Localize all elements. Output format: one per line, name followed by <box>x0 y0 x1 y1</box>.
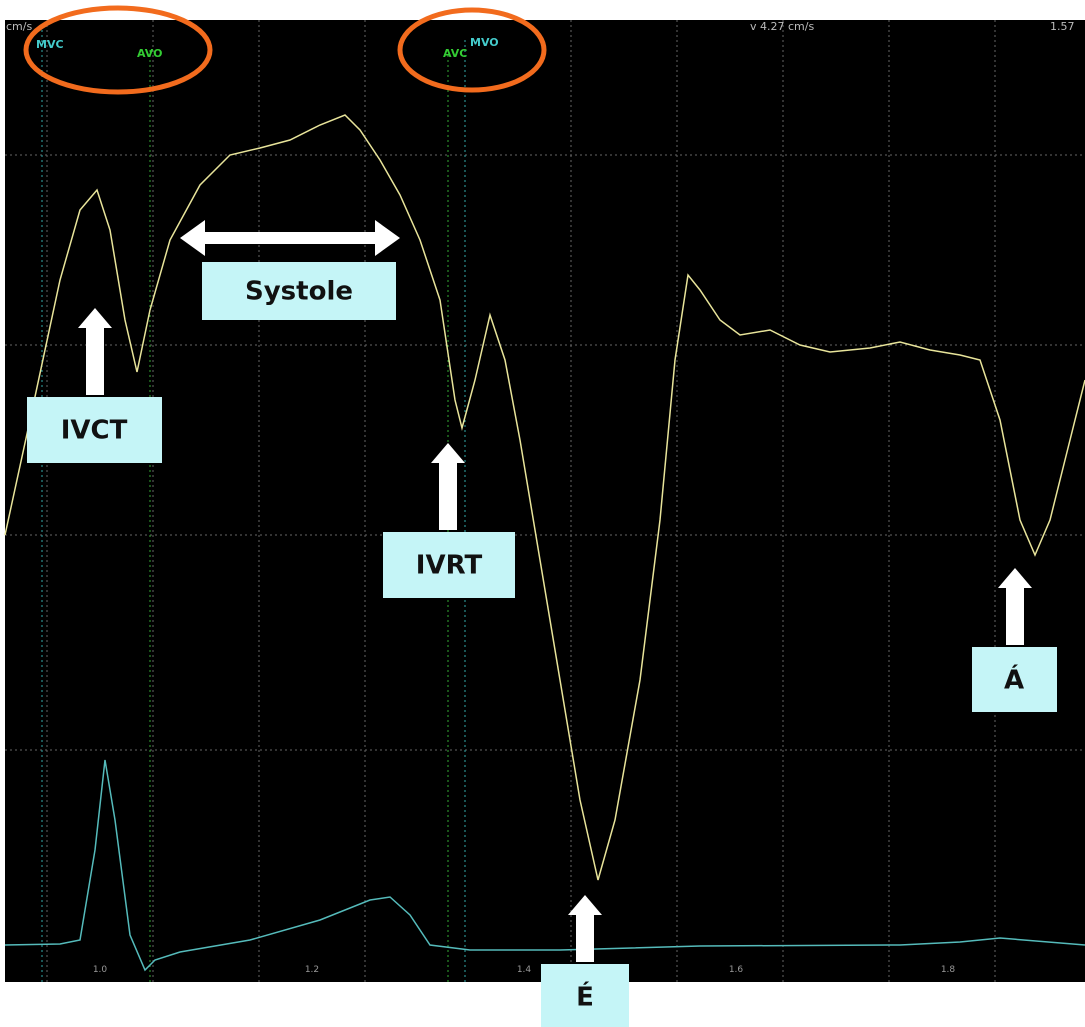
x-tick-label: 1.2 <box>305 965 319 975</box>
mvo-label: MVO <box>470 36 499 49</box>
x-tick-label: 1.4 <box>517 965 532 975</box>
systole-label: Systole <box>245 277 353 307</box>
x-tick-label: 1.0 <box>93 965 108 975</box>
screen: cm/s v 4.27 cm/s 1.57 MVC AVO AVC MVO 1.… <box>0 0 1085 1027</box>
unit: cm/s <box>6 20 32 33</box>
e-prime-label: É <box>576 981 594 1013</box>
ivct-label: IVCT <box>61 416 128 446</box>
a-prime-label: Á <box>1004 664 1024 696</box>
display <box>5 20 1085 982</box>
x-tick-label: 1.6 <box>729 965 744 975</box>
mvc-label: MVC <box>36 38 64 51</box>
ivrt-label: IVRT <box>416 551 483 581</box>
time: 1.57 <box>1050 20 1075 33</box>
avc-label: AVC <box>443 47 467 60</box>
x-tick-label: 1.8 <box>941 965 956 975</box>
avo-label: AVO <box>137 47 162 60</box>
velocity: v 4.27 cm/s <box>750 20 814 33</box>
